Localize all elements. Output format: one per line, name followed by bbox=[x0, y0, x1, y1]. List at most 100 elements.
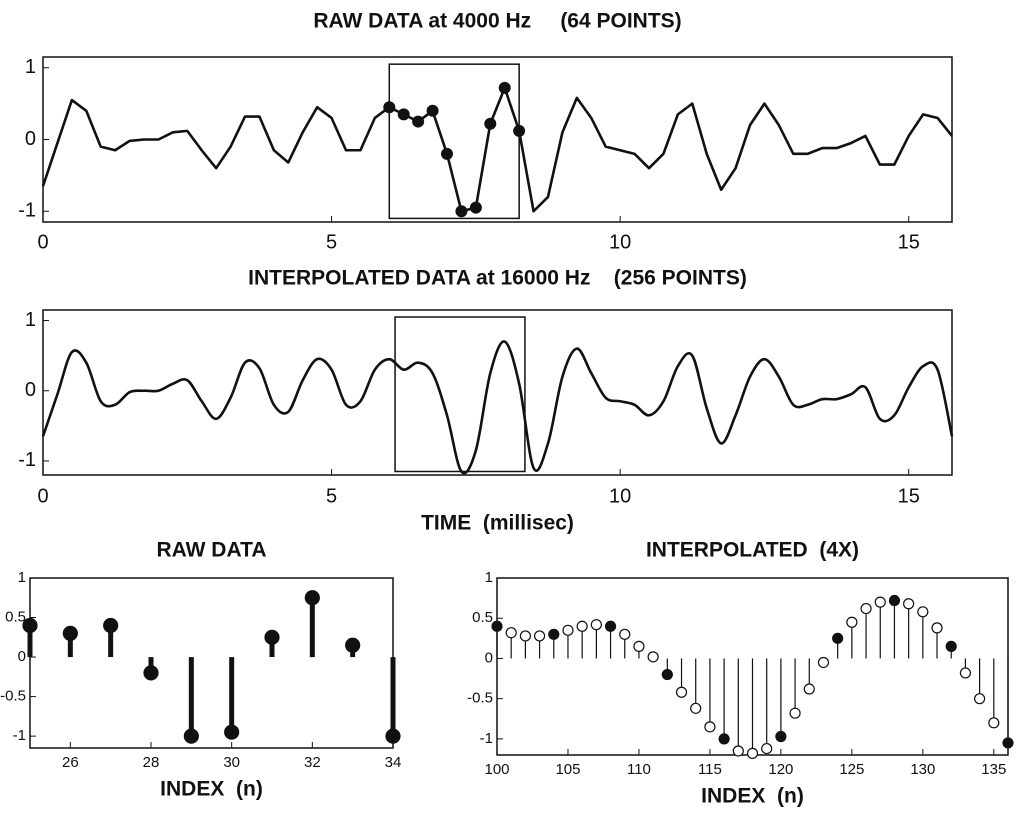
stem-marker bbox=[590, 619, 602, 631]
x-axis-label: INDEX (n) bbox=[160, 778, 263, 801]
stem-marker bbox=[604, 620, 617, 632]
stem-marker bbox=[103, 617, 119, 634]
stem-marker bbox=[988, 717, 1000, 729]
stem-marker bbox=[619, 628, 631, 640]
stem-marker bbox=[576, 620, 588, 632]
stem-marker bbox=[704, 721, 716, 733]
y-tick-label: 1 bbox=[25, 56, 36, 78]
x-tick-label: 0 bbox=[37, 485, 48, 507]
stem-marker bbox=[548, 628, 560, 640]
highlight-box bbox=[394, 316, 526, 473]
stem-marker bbox=[633, 640, 645, 652]
x-axis-label: TIME (millisec) bbox=[421, 512, 574, 535]
subplot: RAW DATA INDEX (n) 26 28 30 32 34 -1 -0.5 0 0.5 1 bbox=[0, 539, 401, 801]
stem-marker bbox=[533, 630, 546, 642]
x-tick-label: 10 bbox=[609, 485, 631, 507]
data-dot bbox=[412, 115, 425, 128]
stem-marker bbox=[832, 632, 844, 644]
stem-marker bbox=[519, 630, 531, 642]
x-tick-label: 100 bbox=[484, 761, 509, 778]
chart-title: RAW DATA at 4000 Hz (64 POINTS) bbox=[313, 10, 681, 33]
stem-marker bbox=[718, 733, 730, 745]
data-dot bbox=[383, 101, 396, 114]
y-tick-label: -1 bbox=[18, 449, 36, 471]
x-tick-label: 5 bbox=[326, 231, 337, 253]
y-tick-label: 0.5 bbox=[472, 609, 493, 626]
stem-marker bbox=[803, 683, 815, 695]
y-tick-label: 0 bbox=[25, 128, 36, 150]
x-tick-label: 115 bbox=[698, 761, 722, 778]
stem-marker bbox=[491, 620, 503, 632]
data-dot bbox=[469, 201, 482, 214]
x-tick-label: 5 bbox=[326, 485, 337, 507]
x-tick-label: 105 bbox=[555, 761, 580, 778]
y-tick-label: -0.5 bbox=[467, 690, 493, 707]
stem-marker bbox=[945, 640, 957, 652]
stem-marker bbox=[304, 590, 320, 606]
subplot: INTERPOLATED (4X) INDEX (n) 100 105 110 115 12… bbox=[467, 539, 1014, 808]
chart-title: RAW DATA bbox=[156, 539, 266, 562]
axes-frame bbox=[29, 577, 394, 749]
stem-marker bbox=[761, 742, 773, 755]
y-tick-label: 0 bbox=[18, 648, 26, 665]
stem-marker bbox=[505, 627, 517, 639]
x-tick-label: 28 bbox=[143, 754, 160, 771]
data-dot bbox=[426, 104, 439, 117]
stem-marker bbox=[661, 668, 673, 681]
x-tick-label: 125 bbox=[839, 761, 864, 778]
data-dot bbox=[513, 124, 526, 137]
stem-marker bbox=[647, 651, 659, 663]
data-dot bbox=[498, 81, 511, 94]
x-tick-label: 120 bbox=[768, 761, 793, 778]
y-tick-label: -1 bbox=[13, 727, 26, 744]
stem-marker bbox=[789, 707, 801, 719]
stem-marker bbox=[345, 637, 361, 653]
stem-marker bbox=[62, 625, 78, 641]
stem-marker bbox=[817, 656, 830, 669]
x-tick-label: 0 bbox=[37, 231, 48, 253]
x-axis-label: INDEX (n) bbox=[701, 785, 804, 808]
x-tick-label: 34 bbox=[385, 754, 402, 771]
x-tick-label: 135 bbox=[981, 761, 1006, 778]
y-tick-label: -0.5 bbox=[0, 688, 26, 705]
stem-marker bbox=[183, 728, 199, 744]
data-dot bbox=[397, 108, 410, 121]
stem-marker bbox=[224, 724, 240, 740]
x-tick-label: 15 bbox=[898, 231, 920, 253]
x-tick-label: 130 bbox=[910, 761, 935, 778]
stem-marker bbox=[931, 622, 943, 634]
y-tick-label: 1 bbox=[18, 569, 26, 586]
stem-marker bbox=[143, 665, 159, 681]
stem-marker bbox=[917, 606, 929, 618]
stem-marker bbox=[385, 728, 401, 744]
stem-marker bbox=[874, 596, 886, 608]
y-tick-label: 0.5 bbox=[5, 609, 26, 626]
x-tick-label: 26 bbox=[62, 754, 79, 771]
y-tick-label: 1 bbox=[485, 569, 493, 586]
x-tick-label: 110 bbox=[627, 761, 651, 778]
x-tick-label: 32 bbox=[304, 754, 321, 771]
stem-marker bbox=[264, 629, 280, 645]
x-tick-label: 10 bbox=[609, 231, 631, 253]
stem-marker bbox=[959, 667, 972, 679]
data-dot bbox=[455, 205, 468, 218]
stem-marker bbox=[860, 602, 872, 615]
stem-marker bbox=[732, 745, 744, 757]
stem-marker bbox=[1002, 737, 1014, 749]
x-tick-label: 30 bbox=[223, 754, 240, 771]
data-line bbox=[41, 86, 954, 213]
stem-marker bbox=[903, 598, 915, 610]
chart-title: INTERPOLATED DATA at 16000 Hz (256 POINT… bbox=[248, 267, 747, 290]
data-line bbox=[41, 340, 954, 475]
stem-marker bbox=[746, 747, 759, 759]
stem-marker bbox=[775, 730, 787, 743]
subplot: INTERPOLATED DATA at 16000 Hz (256 POINT… bbox=[18, 267, 954, 535]
y-tick-label: -1 bbox=[18, 200, 36, 222]
stem-marker bbox=[888, 594, 901, 607]
y-tick-label: -1 bbox=[480, 730, 493, 747]
y-tick-label: 1 bbox=[25, 309, 36, 331]
axes-frame bbox=[42, 309, 953, 476]
highlight-box bbox=[388, 63, 520, 220]
stem-marker bbox=[675, 686, 688, 698]
